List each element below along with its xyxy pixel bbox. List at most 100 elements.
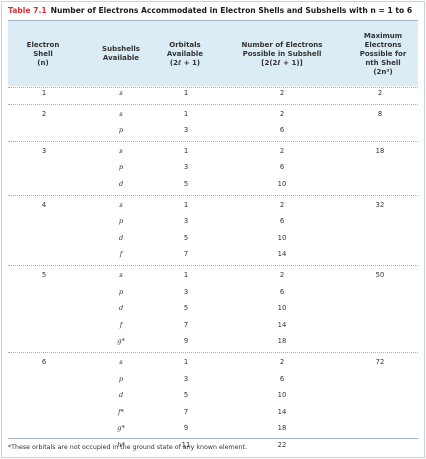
header-subshells-available: Subshells Available [102, 45, 140, 62]
cell-electrons: 6 [279, 287, 285, 296]
header-orbitals-available: Orbitals Available (2ℓ + 1) [166, 40, 204, 67]
cell-max: 8 [377, 109, 383, 118]
cell-max: 72 [375, 358, 385, 366]
table-label: Table 7.1 [8, 6, 47, 15]
cell-subshell: f* [118, 407, 124, 416]
cell-max: 2 [377, 89, 383, 97]
cell-orbitals: 3 [183, 287, 189, 296]
table-row: g* 9 18 [8, 334, 418, 348]
shell-separator [8, 103, 418, 105]
cell-orbitals: 5 [183, 233, 189, 242]
table-caption: Table 7.1 Number of Electrons Accommodate… [8, 6, 418, 15]
cell-subshell: d [118, 233, 124, 242]
table-row: 1 s 1 2 2 [8, 86, 418, 100]
cell-subshell: s [119, 200, 123, 209]
cell-max [368, 372, 392, 386]
cell-subshell: s [119, 109, 123, 118]
cell-subshell: p [118, 163, 124, 172]
cell-electrons: 2 [279, 146, 285, 155]
table-row: d 5 10 [8, 231, 418, 245]
cell-orbitals: 9 [183, 424, 189, 433]
cell-shell [33, 177, 55, 191]
cell-subshell: g* [117, 337, 125, 346]
cell-subshell: p [118, 374, 124, 383]
cell-max [368, 421, 392, 435]
cell-max [368, 123, 392, 137]
cell-orbitals: 3 [183, 126, 189, 135]
table-row: 2 s 1 2 8 [8, 107, 418, 121]
cell-subshell: s [119, 146, 123, 155]
cell-orbitals: 9 [183, 337, 189, 346]
cell-shell: 4 [41, 200, 47, 209]
table-row: p 3 6 [8, 160, 418, 174]
table-footer: *These orbitals are not occupied in the … [8, 438, 418, 458]
cell-orbitals: 11 [181, 441, 191, 449]
cell-shell: 5 [41, 271, 47, 279]
cell-orbitals: 1 [183, 200, 189, 209]
cell-shell: 6 [41, 358, 47, 366]
cell-shell [33, 301, 55, 315]
cell-subshell: p [118, 126, 124, 135]
cell-subshell: g* [117, 424, 125, 433]
cell-orbitals: 1 [183, 146, 189, 155]
cell-electrons: 6 [279, 374, 285, 383]
cell-electrons: 10 [277, 180, 287, 188]
cell-subshell: p [118, 287, 124, 296]
cell-subshell: f [119, 320, 123, 329]
table-row: h* 11 22 [8, 438, 418, 452]
cell-orbitals: 5 [183, 391, 189, 400]
cell-subshell: s [119, 358, 123, 366]
cell-max [368, 214, 392, 228]
table-row: 6 s 1 2 72 [8, 355, 418, 369]
cell-max [368, 231, 392, 245]
cell-shell [33, 334, 55, 348]
cell-shell: 2 [41, 109, 47, 118]
shell-separator [8, 194, 418, 196]
table-row: p 3 6 [8, 285, 418, 299]
table-row: d 5 10 [8, 388, 418, 402]
cell-orbitals: 1 [183, 358, 189, 366]
cell-shell [33, 318, 55, 332]
cell-max: 50 [375, 271, 385, 279]
cell-orbitals: 5 [183, 180, 189, 188]
table-footnote: *These orbitals are not occupied in the … [8, 444, 248, 451]
table-row: p 3 6 [8, 123, 418, 137]
cell-electrons: 6 [279, 126, 285, 135]
table-row: 4 s 1 2 32 [8, 198, 418, 212]
header-electron-shell: Electron Shell (n) [26, 40, 60, 67]
table-row: f* 7 14 [8, 405, 418, 419]
cell-electrons: 2 [279, 358, 285, 366]
cell-orbitals: 1 [183, 109, 189, 118]
cell-electrons: 18 [277, 424, 287, 433]
table-row: d 5 10 [8, 301, 418, 315]
table-row: d 5 10 [8, 177, 418, 191]
cell-electrons: 10 [277, 233, 287, 242]
cell-electrons: 10 [277, 391, 287, 400]
cell-max [368, 160, 392, 174]
cell-orbitals: 7 [183, 250, 189, 259]
cell-electrons: 10 [277, 304, 287, 313]
cell-subshell: p [118, 217, 124, 226]
cell-shell [33, 405, 55, 419]
cell-shell [33, 388, 55, 402]
cell-max [368, 247, 392, 261]
cell-orbitals: 3 [183, 163, 189, 172]
cell-electrons: 2 [279, 89, 285, 97]
cell-electrons: 14 [277, 407, 287, 416]
cell-subshell: s [119, 89, 123, 97]
cell-orbitals: 1 [183, 89, 189, 97]
cell-subshell: f [119, 250, 123, 259]
header-separator [8, 87, 418, 88]
cell-max [368, 301, 392, 315]
shell-separator [8, 352, 418, 353]
cell-electrons: 2 [279, 109, 285, 118]
cell-electrons: 14 [277, 320, 287, 329]
cell-shell [33, 214, 55, 228]
cell-subshell: d [118, 304, 124, 313]
table-row: g* 9 18 [8, 421, 418, 435]
cell-subshell: d [118, 180, 124, 188]
cell-max [368, 388, 392, 402]
cell-electrons: 6 [279, 217, 285, 226]
cell-shell [33, 372, 55, 386]
